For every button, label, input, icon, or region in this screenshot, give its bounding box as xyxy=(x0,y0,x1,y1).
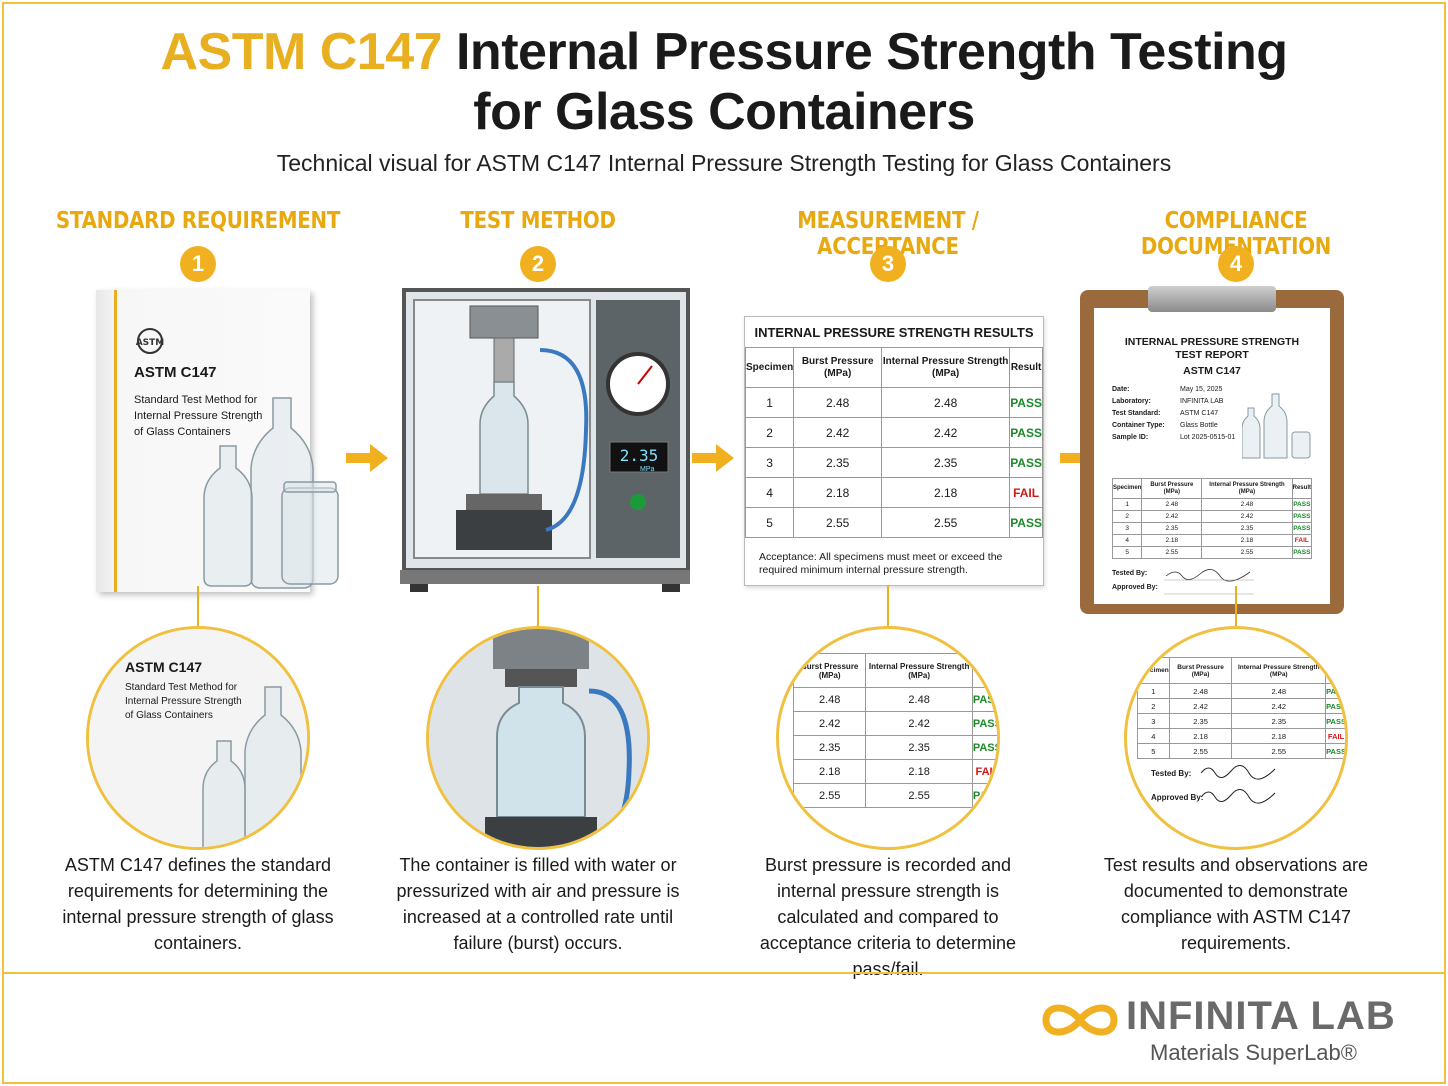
table-row: 1 2.48 2.48 PASS xyxy=(1111,498,1313,511)
zoom-bottles-icon xyxy=(202,686,302,847)
report-meta: Date: May 15, 2025 Laboratory: INFINITA LA… xyxy=(1112,386,1236,441)
pressure-test-machine-icon xyxy=(400,288,690,592)
zoom-tested-by: Tested By: xyxy=(1151,769,1192,778)
astm-logo-icon: ASTM xyxy=(136,328,165,354)
step-1-description: ASTM C147 defines the standard requireme… xyxy=(62,855,334,953)
results-title: INTERNAL PRESSURE STRENGTH RESULTS xyxy=(754,325,1034,340)
tested-by-label: Tested By: xyxy=(1112,570,1148,577)
zoom-approved-by: Approved By: xyxy=(1151,793,1204,802)
table-row: 2.18 2.18 FAIL xyxy=(792,759,997,784)
arrow-right-icon xyxy=(692,444,734,472)
signature-icon xyxy=(1164,569,1254,595)
step-2-badge: 2 xyxy=(520,246,556,282)
report-title: INTERNAL PRESSURE STRENGTH TEST REPORT A… xyxy=(1124,336,1300,377)
step-3-column: MEASUREMENT / ACCEPTANCE 3 INTERNAL PRES… xyxy=(718,200,1058,979)
step-4-visual: INTERNAL PRESSURE STRENGTH TEST REPORT A… xyxy=(1066,286,1406,614)
report-bottles-icon xyxy=(1242,393,1311,459)
table-row: 2.48 2.48 PASS xyxy=(792,687,997,712)
book-title: ASTM C147 xyxy=(134,364,217,381)
zoom-signature-icon xyxy=(1200,765,1276,804)
step-4-column: COMPLIANCE DOCUMENTATION 4 INTERNAL PRES… xyxy=(1066,200,1406,970)
table-row: 5 2.55 2.55 PASS xyxy=(1111,546,1313,559)
step-4-connector xyxy=(1235,586,1237,630)
infinita-lab-logo: INFINITA LAB Materials SuperLab® xyxy=(1040,994,1400,1074)
zoom-report-table: Specimen Burst Pressure (MPa) Internal P… xyxy=(1137,657,1345,759)
table-row: 4 2.18 2.18 FAIL xyxy=(1111,534,1313,547)
step-3-description: Burst pressure is recorded and internal … xyxy=(759,855,1017,979)
table-row: 3 2.35 2.35 PASS xyxy=(1137,713,1345,729)
col-result: Result xyxy=(1009,347,1043,388)
col-burst: Burst Pressure (MPa) xyxy=(793,347,883,388)
step-3-badge: 3 xyxy=(870,246,906,282)
table-row: 2 2.42 2.42 PASS xyxy=(1111,510,1313,523)
title-accent: ASTM C147 xyxy=(160,23,443,81)
clipboard: INTERNAL PRESSURE STRENGTH TEST REPORT A… xyxy=(1080,286,1344,614)
step-4-zoom-circle: Specimen Burst Pressure (MPa) Internal P… xyxy=(1124,626,1348,850)
report-table: Specimen Burst Pressure (MPa) Internal P… xyxy=(1111,478,1313,559)
book-spine xyxy=(114,290,117,592)
approved-by-label: Approved By: xyxy=(1112,584,1158,591)
acceptance-note: Acceptance: All specimens must meet or e… xyxy=(759,551,1003,576)
zoom-bottle-under-pressure-icon xyxy=(429,629,647,847)
step-1-badge: 1 xyxy=(180,246,216,282)
clipboard-clamp xyxy=(1148,286,1276,312)
results-table: Specimen Burst Pressure (MPa) Internal P… xyxy=(744,347,1043,538)
table-row: 1 2.48 2.48 PASS xyxy=(1137,683,1345,699)
col-specimen: Specimen xyxy=(744,347,795,388)
table-row: 2.35 2.35 PASS xyxy=(792,735,997,760)
logo-tagline: Materials SuperLab® xyxy=(1150,1040,1357,1065)
digital-display-unit: MPa xyxy=(640,466,655,473)
digital-display-value: 2.35 xyxy=(619,446,659,465)
step-2-zoom-circle xyxy=(426,626,650,850)
arrow-right-icon xyxy=(346,444,388,472)
table-row: 3 2.35 2.35 PASS xyxy=(744,447,1043,478)
table-row: 2 2.42 2.42 PASS xyxy=(744,417,1043,448)
page-title: ASTM C147 Internal Pressure Strength Tes… xyxy=(0,22,1448,142)
step-4-badge: 4 xyxy=(1218,246,1254,282)
step-2-column: TEST METHOD 2 2.35 MPa xyxy=(368,200,708,970)
step-1-label: STANDARD REQUIREMENT xyxy=(55,208,341,234)
step-1-visual: ASTM ASTM C147 Standard Test Method for … xyxy=(28,286,368,608)
table-row: 3 2.35 2.35 PASS xyxy=(1111,522,1313,535)
step-1-zoom-circle: ASTM C147 Standard Test Method for Inter… xyxy=(86,626,310,850)
step-2-visual: 2.35 MPa xyxy=(368,286,708,608)
step-3-visual: INTERNAL PRESSURE STRENGTH RESULTS Speci… xyxy=(718,286,1058,608)
table-row: 2 2.42 2.42 PASS xyxy=(1137,698,1345,714)
svg-text:ASTM: ASTM xyxy=(136,338,165,348)
page-subtitle: Technical visual for ASTM C147 Internal … xyxy=(276,150,1172,176)
col-strength: Internal Pressure Strength (MPa) xyxy=(881,347,1011,388)
step-2-connector xyxy=(537,586,539,630)
step-4-description: Test results and observations are docume… xyxy=(1103,855,1369,953)
glass-bottles-icon xyxy=(203,397,339,589)
results-table-card: INTERNAL PRESSURE STRENGTH RESULTS Speci… xyxy=(744,316,1044,586)
step-1-connector xyxy=(197,586,199,630)
title-rest: Internal Pressure Strength Testing xyxy=(455,23,1288,81)
step-3-zoom-circle: Burst Pressure (MPa) Internal Pressure S… xyxy=(776,626,1000,850)
table-row: 5 2.55 2.55 PASS xyxy=(1137,743,1345,759)
table-row: 4 2.18 2.18 FAIL xyxy=(744,477,1043,508)
test-report-paper: INTERNAL PRESSURE STRENGTH TEST REPORT A… xyxy=(1094,308,1330,604)
table-row: 1 2.48 2.48 PASS xyxy=(744,387,1043,418)
infinity-logo-icon xyxy=(1042,1004,1118,1036)
zoom-book-title: ASTM C147 xyxy=(125,659,203,675)
table-row: 2.42 2.42 PASS xyxy=(792,711,997,736)
table-row: 2.55 2.55 PASS xyxy=(792,783,997,808)
zoom-book-subtitle: Standard Test Method for Internal Pressu… xyxy=(125,682,242,721)
title-line2: for Glass Containers xyxy=(473,83,975,141)
zoom-results-table: Burst Pressure (MPa) Internal Pressure S… xyxy=(792,653,997,808)
logo-name: INFINITA LAB xyxy=(1126,994,1396,1038)
step-2-description: The container is filled with water or pr… xyxy=(396,855,680,953)
footer-divider xyxy=(2,972,1446,974)
book-subtitle: Standard Test Method for Internal Pressu… xyxy=(134,394,263,438)
step-3-connector xyxy=(887,586,889,630)
step-2-label: TEST METHOD xyxy=(460,208,616,234)
table-row: 4 2.18 2.18 FAIL xyxy=(1137,728,1345,744)
table-row: 5 2.55 2.55 PASS xyxy=(744,507,1043,538)
step-1-column: STANDARD REQUIREMENT 1 ASTM ASTM C147 St… xyxy=(28,200,368,970)
